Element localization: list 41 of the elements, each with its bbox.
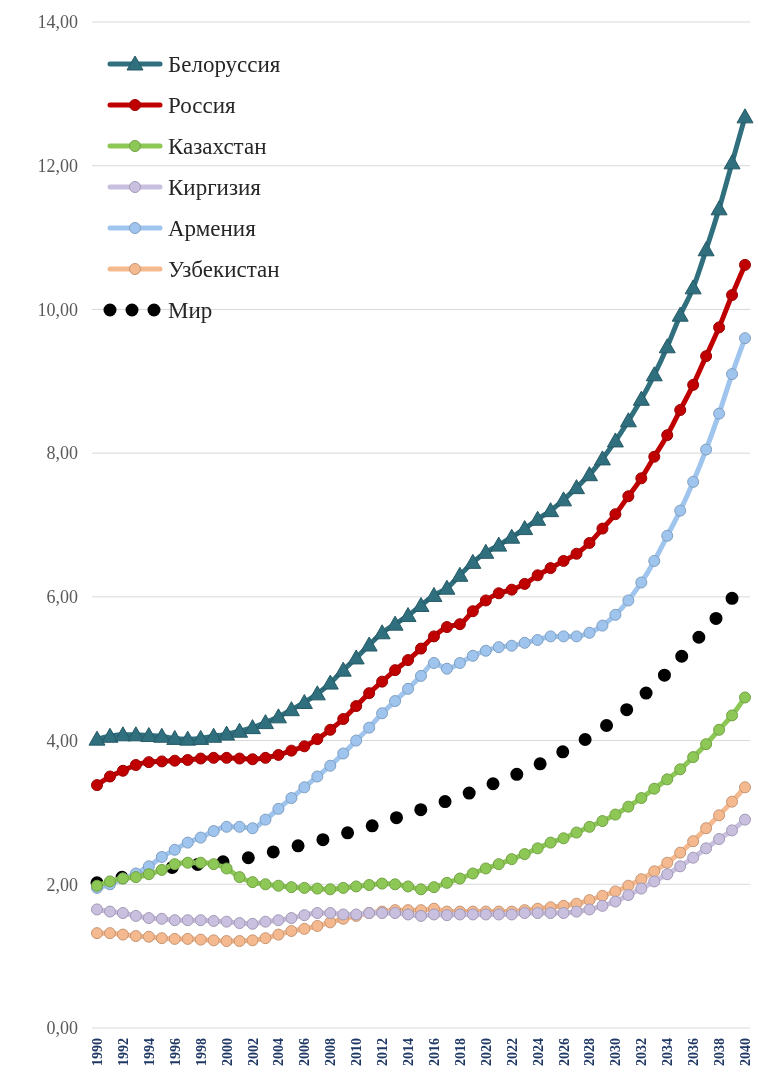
x-tick-label: 1992: [115, 1038, 131, 1066]
x-tick-label: 2038: [712, 1038, 728, 1066]
legend-label: Армения: [168, 216, 257, 242]
x-tick-label: 1994: [141, 1038, 157, 1066]
x-tick-label: 1990: [90, 1038, 105, 1066]
x-tick-label: 2010: [349, 1038, 365, 1066]
y-tick-label: 0,00: [46, 1018, 78, 1039]
x-tick-label: 2024: [530, 1038, 546, 1066]
x-tick-label: 2028: [582, 1038, 598, 1066]
x-tick-label: 2040: [738, 1038, 753, 1066]
legend-label: Мир: [168, 298, 213, 324]
x-tick-label: 2016: [426, 1038, 442, 1066]
y-tick-label: 12,00: [37, 156, 78, 177]
y-tick-label: 8,00: [46, 443, 78, 464]
x-tick-label: 2030: [608, 1038, 624, 1066]
y-tick-label: 4,00: [46, 730, 78, 751]
legend-label: Белоруссия: [168, 52, 281, 78]
x-tick-label: 2006: [297, 1038, 313, 1066]
x-tick-label: 2002: [245, 1038, 261, 1066]
x-tick-label: 2036: [686, 1038, 702, 1066]
x-tick-label: 1996: [167, 1038, 183, 1066]
x-tick-label: 2004: [271, 1038, 287, 1066]
x-tick-label: 2000: [219, 1038, 235, 1066]
legend-label: Казахстан: [168, 134, 267, 160]
x-tick-label: 2026: [556, 1038, 572, 1066]
legend-label: Узбекистан: [168, 257, 280, 283]
x-tick-label: 2012: [375, 1038, 391, 1066]
x-tick-label: 2008: [323, 1038, 339, 1066]
y-tick-label: 14,00: [37, 12, 78, 33]
x-tick-label: 2032: [634, 1038, 650, 1066]
x-tick-label: 2018: [452, 1038, 468, 1066]
y-tick-label: 10,00: [37, 299, 78, 320]
x-tick-label: 2034: [660, 1038, 676, 1066]
x-tick-label: 2020: [478, 1038, 494, 1066]
x-tick-label: 2022: [504, 1038, 520, 1066]
legend-label: Россия: [168, 93, 237, 119]
legend-label: Киргизия: [168, 175, 262, 201]
y-tick-label: 6,00: [46, 587, 78, 608]
y-tick-label: 2,00: [46, 874, 78, 895]
x-tick-label: 2014: [401, 1038, 417, 1066]
x-tick-label: 1998: [193, 1038, 209, 1066]
